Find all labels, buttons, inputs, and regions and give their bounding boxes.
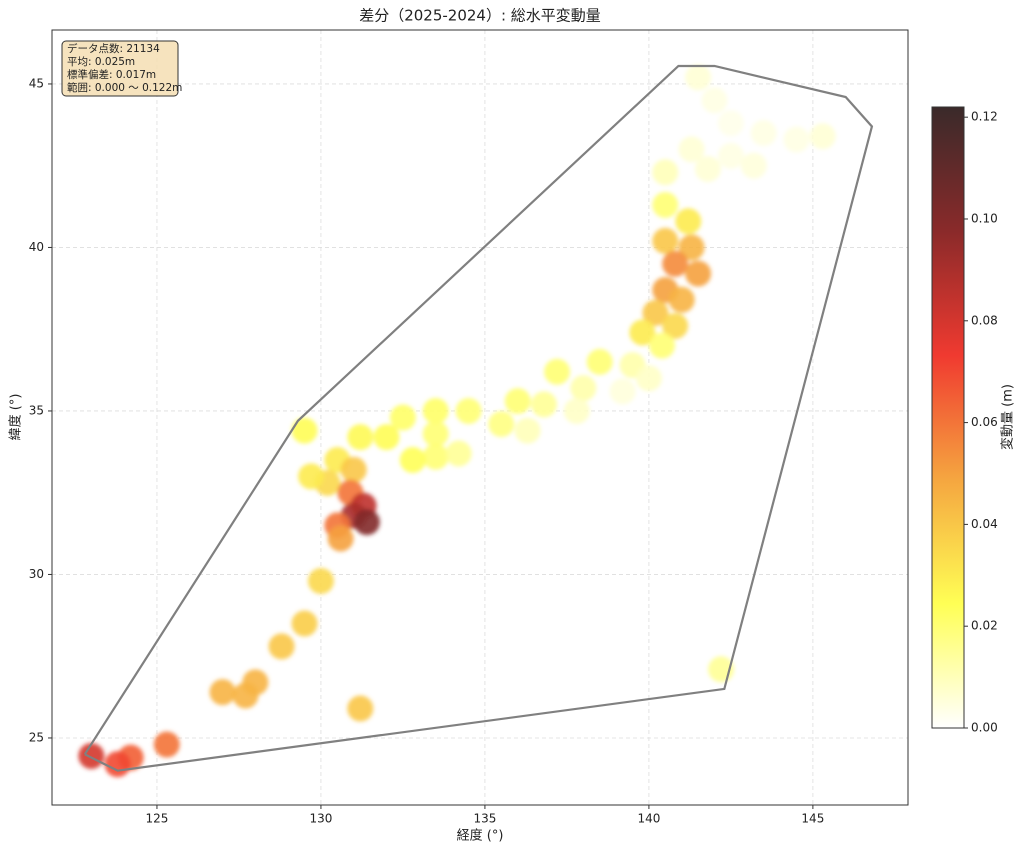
data-cell [455, 397, 482, 424]
data-cell [422, 397, 449, 424]
data-cell [399, 447, 426, 474]
x-tick-label: 140 [637, 812, 660, 826]
data-cell [291, 417, 318, 444]
data-cell [685, 64, 712, 91]
data-cell [340, 456, 367, 483]
colorbar-tick-label: 0.00 [971, 721, 998, 735]
colorbar-tick-label: 0.10 [971, 211, 998, 225]
colorbar-tick-label: 0.04 [971, 517, 998, 531]
x-tick-label: 125 [145, 812, 168, 826]
data-cell [104, 751, 131, 778]
data-cell [701, 87, 728, 114]
heat-layer [78, 64, 836, 778]
stats-line: 平均: 0.025m [67, 56, 135, 68]
data-cell [544, 358, 571, 385]
data-cell [373, 424, 400, 451]
data-cell [642, 299, 669, 326]
plot-frame [51, 29, 909, 806]
data-cell [570, 375, 597, 402]
stats-line: データ点数: 21134 [67, 42, 160, 55]
data-cell [717, 110, 744, 137]
data-cell [307, 568, 334, 595]
data-cell [291, 610, 318, 637]
data-cell [662, 312, 689, 339]
data-cell [514, 417, 541, 444]
colorbar [931, 106, 965, 729]
data-cell [530, 391, 557, 418]
data-cell [298, 463, 325, 490]
x-tick-label: 135 [473, 812, 496, 826]
data-cell [153, 731, 180, 758]
data-cell [353, 509, 380, 536]
data-cell [652, 159, 679, 186]
data-cell [750, 120, 777, 147]
data-cell [678, 234, 705, 261]
data-cell [675, 208, 702, 235]
y-tick-label: 25 [29, 730, 44, 744]
colorbar-tick-label: 0.06 [971, 415, 998, 429]
stats-line: 標準偏差: 0.017m [67, 68, 156, 81]
data-cell [389, 404, 416, 431]
data-cell [668, 286, 695, 313]
data-cell [347, 424, 374, 451]
data-cell [694, 155, 721, 182]
data-cell [268, 633, 295, 660]
data-cell [635, 365, 662, 392]
data-cell [609, 378, 636, 405]
data-cell [445, 440, 472, 467]
data-cell [563, 397, 590, 424]
data-cell [629, 319, 656, 346]
data-cell [209, 679, 236, 706]
stats-box [61, 40, 179, 97]
colorbar-tick-label: 0.02 [971, 619, 998, 633]
colorbar-tick-label: 0.12 [971, 110, 998, 124]
data-cell [809, 123, 836, 150]
data-cell [652, 227, 679, 254]
x-axis-label: 経度 (°) [457, 828, 504, 844]
colorbar-label: 変動量 (m) [1000, 384, 1016, 450]
data-cell [783, 126, 810, 153]
data-cell [717, 142, 744, 169]
data-cell [662, 250, 689, 277]
y-tick-label: 45 [29, 76, 44, 90]
data-cell [422, 443, 449, 470]
data-cell [78, 742, 105, 769]
data-cell [422, 420, 449, 447]
data-cell [740, 152, 767, 179]
data-cell [488, 411, 515, 438]
data-cell [504, 388, 531, 415]
data-cell [649, 332, 676, 359]
data-cell [327, 525, 354, 552]
y-tick-label: 40 [29, 240, 44, 254]
data-cell [652, 191, 679, 218]
x-tick-label: 130 [309, 812, 332, 826]
data-cell [678, 136, 705, 163]
data-cell [586, 348, 613, 375]
stats-line: 範囲: 0.000 ～ 0.122m [67, 81, 182, 94]
hull-outline [83, 64, 874, 772]
data-cell [232, 682, 259, 709]
y-axis-label: 緯度 (°) [8, 394, 24, 441]
colorbar-tick-label: 0.08 [971, 313, 998, 327]
data-cell [685, 260, 712, 287]
x-tick-label: 145 [801, 812, 824, 826]
chart-title: 差分（2025-2024）: 総水平変動量 [359, 7, 601, 25]
data-cell [347, 695, 374, 722]
y-tick-label: 35 [29, 403, 44, 417]
y-tick-label: 30 [29, 567, 44, 581]
